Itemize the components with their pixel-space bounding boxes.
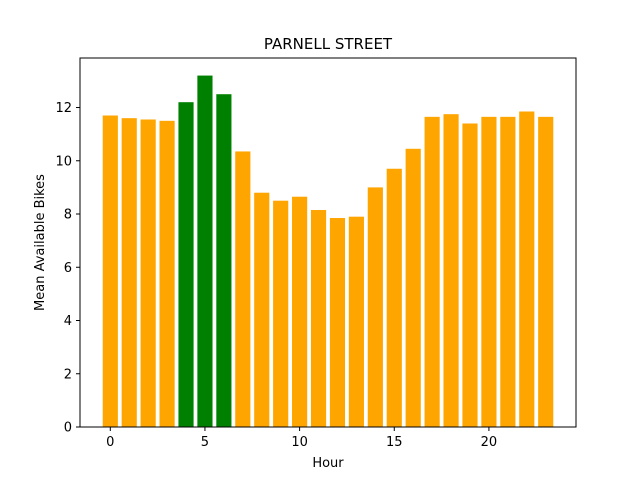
bar-hour-22 — [519, 111, 535, 427]
bar-hour-23 — [538, 116, 554, 427]
bar-hour-13 — [348, 216, 364, 427]
y-tick-label: 6 — [64, 261, 72, 276]
bar-hour-19 — [462, 123, 478, 428]
y-tick-label: 8 — [64, 208, 72, 223]
x-axis-ticks: 0 5 10 15 20 — [106, 427, 497, 450]
bar-hour-7 — [235, 151, 251, 427]
bar-hour-17 — [424, 116, 440, 427]
bar-hour-5 — [197, 75, 213, 427]
x-tick-label: 0 — [106, 435, 114, 450]
y-axis-ticks: 0 2 4 6 8 10 12 — [55, 101, 80, 436]
y-tick-label: 0 — [64, 421, 72, 436]
y-tick-label: 4 — [64, 314, 72, 329]
plot-frame — [79, 57, 577, 428]
chart-title: PARNELL STREET — [264, 35, 393, 53]
y-axis-label: Mean Available Bikes — [33, 174, 48, 311]
y-tick-label: 12 — [55, 101, 72, 116]
bar-hour-18 — [443, 114, 459, 428]
y-tick-label: 10 — [55, 154, 72, 169]
bar-hour-1 — [121, 118, 137, 428]
bar-hour-20 — [481, 116, 497, 427]
y-tick-label: 2 — [64, 367, 72, 382]
bar-hour-11 — [310, 210, 327, 427]
x-tick-label: 15 — [386, 435, 403, 450]
bar-hour-15 — [386, 168, 402, 427]
bar-hour-16 — [405, 148, 421, 428]
bar-hour-10 — [292, 196, 308, 427]
bar-hour-21 — [500, 116, 516, 427]
bar-hour-9 — [273, 200, 289, 427]
bar-hour-6 — [216, 94, 232, 428]
bars-group — [102, 75, 554, 428]
bar-hour-14 — [367, 187, 383, 427]
bar-hour-4 — [178, 102, 194, 427]
bar-hour-3 — [159, 120, 175, 427]
x-axis-label: Hour — [312, 456, 344, 471]
bar-hour-0 — [102, 115, 118, 427]
x-tick-label: 10 — [291, 435, 308, 450]
x-tick-label: 20 — [481, 435, 498, 450]
bar-hour-12 — [329, 218, 346, 427]
bar-hour-2 — [140, 119, 156, 427]
bar-hour-8 — [254, 192, 270, 427]
x-tick-label: 5 — [201, 435, 209, 450]
